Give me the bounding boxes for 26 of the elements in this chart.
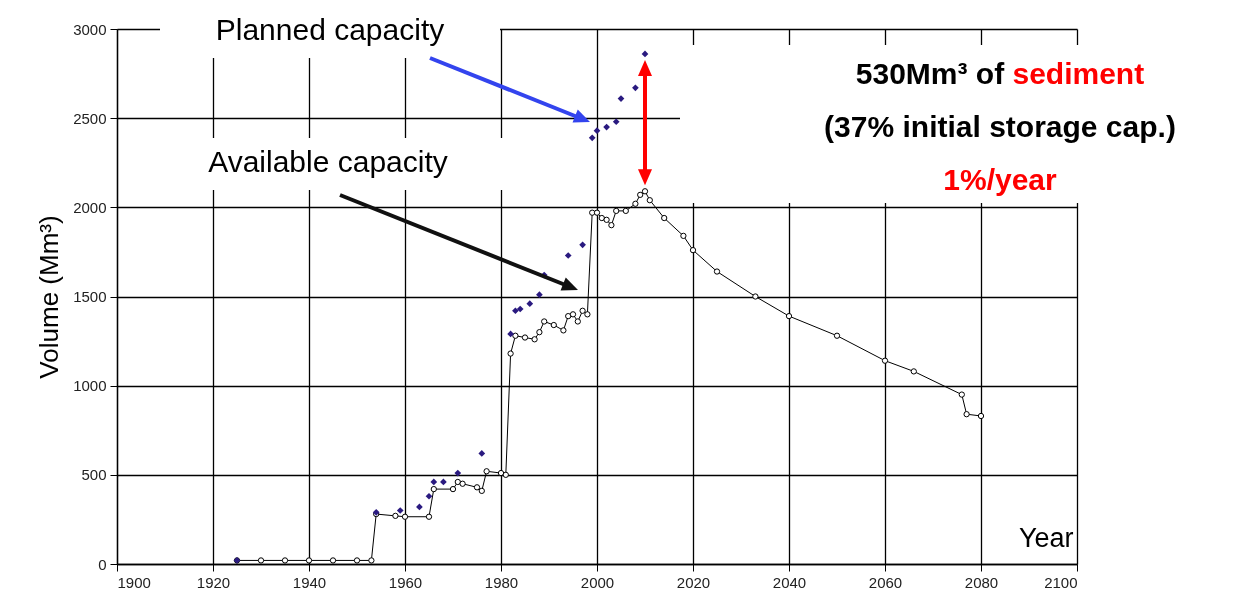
- x-tick-label: 2080: [964, 573, 999, 591]
- x-tick-label: 1960: [388, 573, 423, 591]
- y-tick-label: 1000: [73, 377, 107, 395]
- y-axis-title: Volume (Mm³): [34, 215, 65, 379]
- y-tick-label: 1500: [73, 288, 107, 305]
- y-tick-label: 0: [98, 555, 107, 573]
- annotation: 1%/year: [943, 163, 1058, 196]
- x-tick-label: 1900: [117, 573, 151, 591]
- annotation: Available capacity: [208, 145, 448, 178]
- x-tick-label: 1980: [484, 573, 519, 591]
- y-tick-label: 500: [81, 466, 107, 484]
- x-tick-label: 1920: [196, 573, 231, 591]
- x-tick-label: 2060: [868, 573, 903, 591]
- x-tick-label: 2100: [1044, 573, 1078, 591]
- x-tick-label: 2040: [772, 573, 807, 591]
- x-axis-title: Year: [1018, 522, 1074, 553]
- annotation: 530Mm³ of: [855, 57, 1013, 90]
- annotation: (37% initial storage cap.): [824, 110, 1176, 143]
- y-tick-label: 2500: [73, 109, 107, 127]
- x-tick-label: 2000: [580, 573, 615, 591]
- annotation: sediment: [1012, 57, 1145, 90]
- x-tick-label: 2020: [676, 573, 711, 591]
- x-tick-label: 1940: [292, 573, 327, 591]
- y-tick-label: 3000: [73, 20, 107, 38]
- y-tick-label: 2000: [73, 198, 107, 216]
- annotation: Planned capacity: [215, 13, 445, 46]
